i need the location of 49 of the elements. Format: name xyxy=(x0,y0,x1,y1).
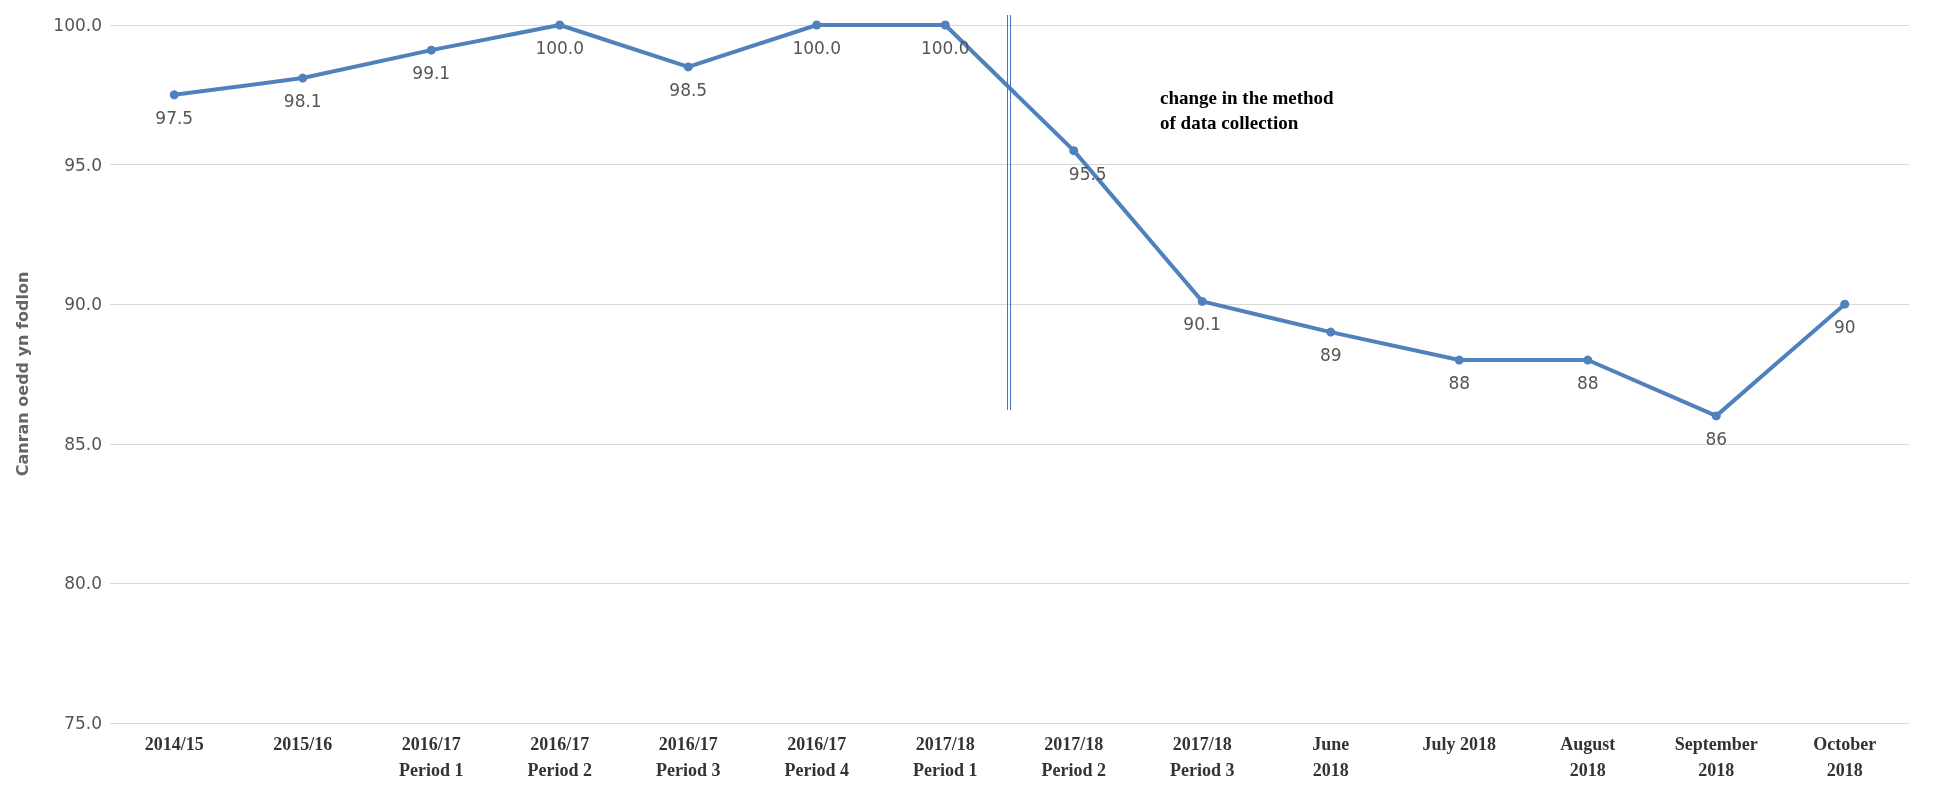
x-tick-label: July 2018 xyxy=(1422,734,1497,754)
annotation: change in the method of data collection xyxy=(1160,87,1335,133)
point xyxy=(1711,411,1721,421)
x-tick-label: 2016/17 Period 4 xyxy=(784,734,849,780)
x-tick-label: 2015/16 xyxy=(273,734,333,754)
y-tick-label: 95.0 xyxy=(64,154,102,175)
y-tick-label: 100.0 xyxy=(53,15,102,35)
data-label: 88 xyxy=(1448,373,1471,394)
data-label: 98.5 xyxy=(669,79,708,100)
data-label: 90.1 xyxy=(1183,314,1222,335)
point xyxy=(298,73,308,83)
point xyxy=(940,20,950,30)
point xyxy=(1326,327,1336,337)
data-label: 99.1 xyxy=(412,63,451,84)
data-label: 88 xyxy=(1576,373,1599,394)
y-axis-title: Canran oedd yn fodlon xyxy=(12,271,32,477)
y-tick-label: 75.0 xyxy=(64,713,102,733)
point xyxy=(683,62,693,72)
point xyxy=(812,20,822,30)
point xyxy=(555,20,565,30)
point xyxy=(1197,296,1207,306)
x-tick-label: October 2018 xyxy=(1813,734,1877,780)
x-tick-label: 2016/17 Period 3 xyxy=(656,734,721,780)
x-tick-label: August 2018 xyxy=(1560,734,1616,780)
x-tick-label: 2017/18 Period 3 xyxy=(1170,734,1235,780)
point xyxy=(169,90,179,100)
y-tick-label: 90.0 xyxy=(64,294,102,315)
x-tick-label: 2014/15 xyxy=(144,734,204,754)
point xyxy=(426,45,436,55)
y-tick-label: 85.0 xyxy=(64,433,102,454)
x-tick-label: 2016/17 Period 1 xyxy=(399,734,464,780)
data-label: 89 xyxy=(1319,345,1342,366)
data-label: 98.1 xyxy=(283,91,322,112)
data-label: 100.0 xyxy=(792,38,842,58)
data-label: 90 xyxy=(1833,317,1856,338)
x-tick-label: 2017/18 Period 2 xyxy=(1041,734,1106,780)
point xyxy=(1454,355,1464,365)
point xyxy=(1069,146,1079,156)
data-label: 100.0 xyxy=(535,38,585,58)
data-label: 100.0 xyxy=(920,38,970,58)
x-tick-label: 2017/18 Period 1 xyxy=(913,734,978,780)
x-tick-label: June 2018 xyxy=(1312,734,1350,780)
data-label: 97.5 xyxy=(155,107,194,128)
x-tick-label: 2016/17 Period 2 xyxy=(527,734,592,780)
point xyxy=(1840,299,1850,309)
y-tick-label: 80.0 xyxy=(64,573,102,594)
point xyxy=(1583,355,1593,365)
x-tick-label: September 2018 xyxy=(1674,734,1758,780)
data-label: 86 xyxy=(1705,428,1728,449)
